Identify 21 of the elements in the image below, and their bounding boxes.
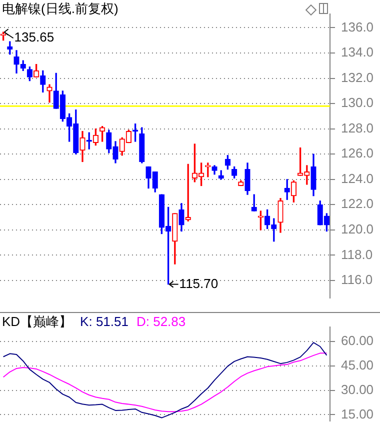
- y-tick-label: 120.0: [341, 222, 374, 237]
- y-tick-label: 122.0: [341, 196, 374, 212]
- y-tick-label: 116.0: [341, 272, 373, 288]
- y-tick-label: 60.00: [341, 333, 374, 348]
- y-tick-label: 30.00: [341, 382, 374, 397]
- y-tick-label: 134.0: [341, 44, 374, 60]
- text: K: 51.51: [80, 314, 128, 330]
- y-tick-label: 45.00: [341, 357, 374, 372]
- annotation: 135.65: [14, 30, 54, 45]
- y-tick-label: 132.0: [341, 70, 374, 85]
- y-tick-label: 15.00: [341, 406, 374, 422]
- y-tick-label: 128.0: [341, 120, 374, 136]
- chart-title: KD【巅峰】: [2, 314, 72, 330]
- text: D: 52.83: [136, 314, 186, 330]
- y-tick-label: 118.0: [341, 246, 373, 262]
- y-tick-label: 126.0: [341, 146, 374, 161]
- chart-title: 电解镍(日线.前复权): [2, 1, 118, 16]
- annotation: 115.70: [179, 276, 218, 291]
- y-tick-label: 130.0: [341, 95, 374, 110]
- y-tick-label: 124.0: [341, 170, 374, 186]
- y-tick-label: 136.0: [341, 19, 374, 34]
